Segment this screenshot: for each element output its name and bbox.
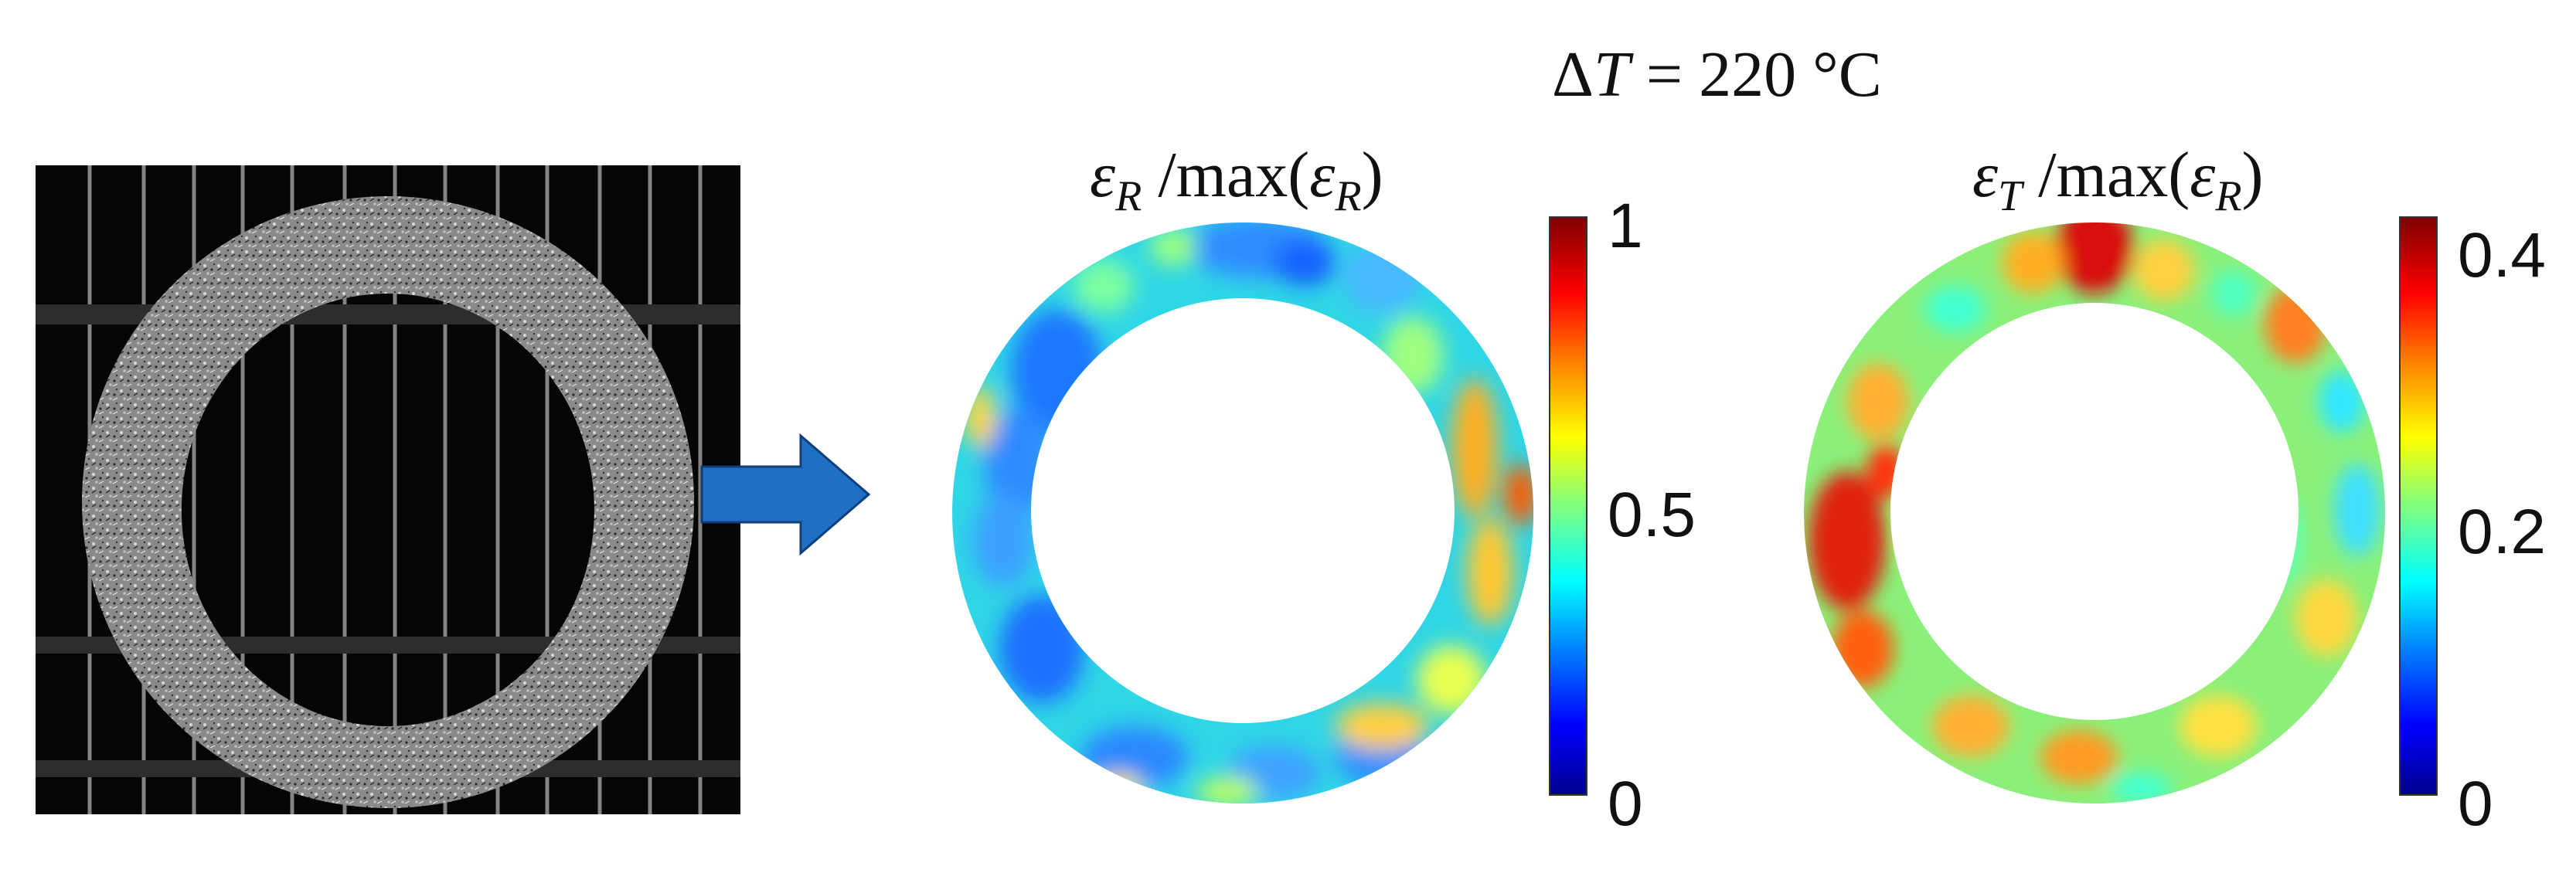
epsilon-symbol: ε (1090, 139, 1116, 211)
radial-strain-title: εR /max(εR) (1090, 138, 1383, 221)
radial-colorbar (1549, 216, 1587, 796)
colorbar-tick-label: 0.2 (2458, 497, 2546, 567)
delta-symbol: Δ (1552, 39, 1594, 110)
temperature-label: ΔT = 220 °C (1552, 37, 1882, 112)
colorbar-tick-label: 0 (2458, 769, 2493, 839)
closing-paren: ) (2241, 139, 2264, 211)
colorbar-tick-label: 0 (1608, 769, 1643, 839)
radial-strain-map (952, 222, 1534, 803)
subscript: R (1335, 172, 1362, 220)
colorbar-tick-label: 0.5 (1608, 480, 1696, 550)
epsilon-symbol: ε (1972, 139, 1999, 211)
subscript: T (1998, 172, 2023, 220)
colorbar-tick-label: 0.4 (2458, 220, 2546, 290)
tangential-colorbar (2399, 216, 2438, 796)
subscript: R (1115, 172, 1142, 220)
subscript: R (2215, 172, 2242, 220)
specimen-photo-graphic (36, 165, 740, 814)
epsilon-symbol: ε (2190, 139, 2216, 211)
temperature-value: = 220 °C (1629, 39, 1882, 110)
temperature-symbol: T (1594, 39, 1630, 110)
max-prefix: /max( (2022, 139, 2190, 211)
closing-paren: ) (1361, 139, 1383, 211)
colorbar-tick-label: 1 (1608, 191, 1643, 261)
epsilon-symbol: ε (1309, 139, 1336, 211)
tangential-strain-title: εT /max(εR) (1972, 138, 2264, 221)
right-arrow-icon (700, 433, 871, 556)
specimen-photo (36, 165, 740, 814)
max-prefix: /max( (1142, 139, 1310, 211)
tangential-strain-map (1804, 222, 2386, 803)
